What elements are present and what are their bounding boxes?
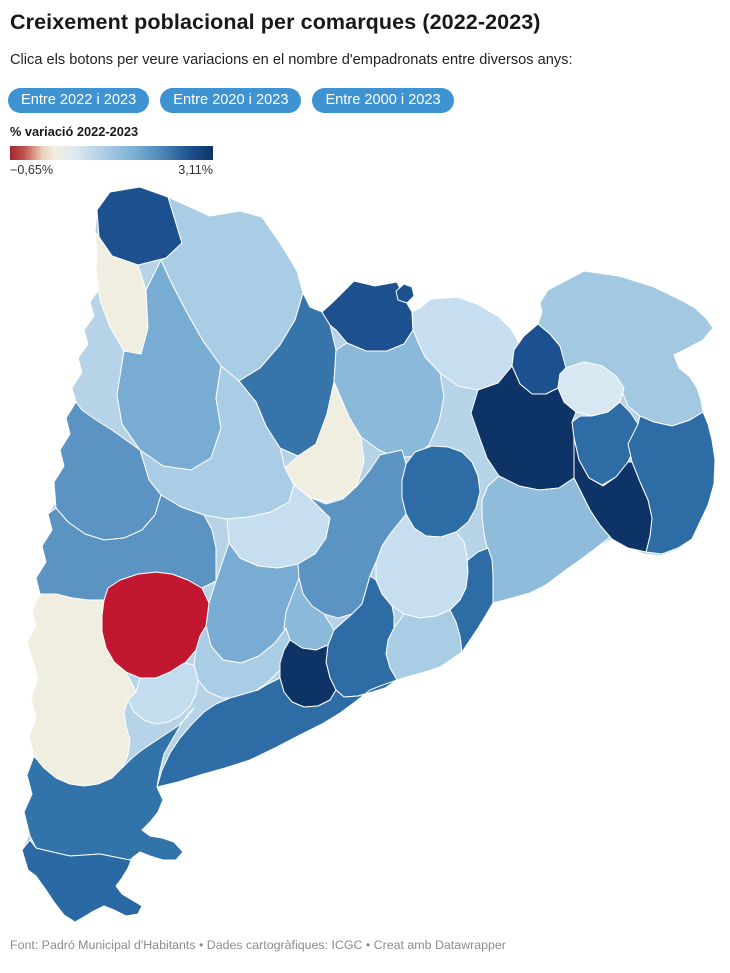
page-title: Creixement poblacional per comarques (20…	[10, 10, 541, 34]
page-subtitle: Clica els botons per veure variacions en…	[10, 52, 573, 68]
map-region[interactable]	[395, 283, 415, 304]
legend-min-label: −0,65%	[10, 163, 54, 177]
map-region[interactable]	[156, 677, 398, 788]
map-region[interactable]	[481, 475, 611, 604]
legend: % variació 2022-2023 −0,65% 3,11%	[10, 124, 213, 177]
attribution: Font: Padró Municipal d'Habitants • Dade…	[10, 938, 506, 952]
map-region[interactable]	[35, 494, 217, 601]
tab-button-entre-2020-i-2023[interactable]: Entre 2020 i 2023	[160, 88, 302, 113]
legend-gradient-bar	[10, 146, 213, 160]
map-region[interactable]	[21, 839, 143, 923]
map-region[interactable]	[127, 662, 199, 725]
map-region[interactable]	[297, 449, 407, 619]
legend-title: % variació 2022-2023	[10, 124, 139, 139]
tab-button-entre-2022-i-2023[interactable]: Entre 2022 i 2023	[8, 88, 150, 113]
tab-button-entre-2000-i-2023[interactable]: Entre 2000 i 2023	[312, 88, 454, 113]
year-range-buttons: Entre 2022 i 2023 Entre 2020 i 2023 Entr…	[8, 88, 454, 113]
legend-max-label: 3,11%	[178, 163, 213, 177]
map-region[interactable]	[375, 513, 469, 619]
